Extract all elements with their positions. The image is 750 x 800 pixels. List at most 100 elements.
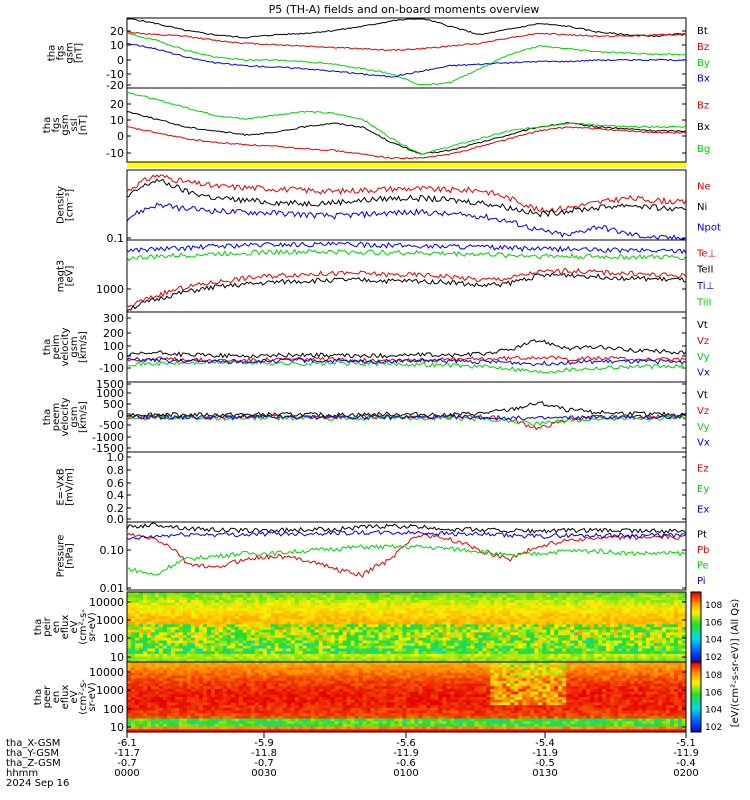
heatmap-cell: [546, 621, 551, 625]
heatmap-cell: [210, 710, 216, 714]
heatmap-cell: [262, 656, 268, 660]
heatmap-cell: [166, 667, 172, 671]
heatmap-cell: [158, 723, 164, 727]
heatmap-cell: [374, 645, 379, 649]
heatmap-cell: [210, 608, 216, 612]
heatmap-cell: [278, 602, 284, 606]
heatmap-cell: [230, 707, 236, 711]
heatmap-cell: [254, 613, 260, 617]
heatmap-cell: [574, 597, 579, 601]
heatmap-cell: [378, 629, 383, 633]
heatmap-cell: [422, 651, 427, 655]
heatmap-cell: [127, 632, 132, 636]
heatmap-cell: [538, 653, 543, 657]
heatmap-cell: [378, 602, 383, 606]
heatmap-cell: [186, 713, 192, 717]
heatmap-cell: [274, 592, 280, 596]
heatmap-cell: [418, 608, 423, 612]
heatmap-cell: [658, 602, 663, 606]
heatmap-cell: [290, 694, 296, 698]
heatmap-cell: [626, 592, 631, 596]
heatmap-cell: [546, 618, 551, 622]
heatmap-cell: [674, 600, 679, 604]
heatmap-cell: [170, 678, 176, 682]
heatmap-cell: [602, 659, 607, 663]
heatmap-cell: [530, 637, 535, 641]
heatmap-cell: [250, 637, 256, 641]
heatmap-cell: [194, 592, 200, 596]
heatmap-cell: [502, 632, 507, 636]
series-temperature-3: [126, 248, 687, 262]
heatmap-cell: [426, 613, 431, 617]
heatmap-cell: [482, 653, 487, 657]
heatmap-cell: [478, 643, 483, 647]
heatmap-cell: [478, 624, 483, 628]
heatmap-cell: [358, 594, 363, 598]
heatmap-cell: [250, 678, 256, 682]
heatmap-cell: [154, 613, 160, 617]
heatmap-cell: [494, 605, 499, 609]
heatmap-cell: [246, 721, 252, 725]
heatmap-cell: [650, 629, 655, 633]
heatmap-cell: [198, 632, 204, 636]
heatmap-cell: [586, 648, 591, 652]
heatmap-cell: [282, 694, 288, 698]
heatmap-cell: [546, 627, 551, 631]
heatmap-cell: [166, 594, 172, 598]
heatmap-cell: [254, 707, 260, 711]
heatmap-cell: [178, 723, 184, 727]
heatmap-cell: [294, 707, 300, 711]
heatmap-cell: [290, 678, 296, 682]
heatmap-cell: [410, 613, 415, 617]
heatmap-cell: [586, 651, 591, 655]
heatmap-cell: [586, 632, 591, 636]
heatmap-cell: [474, 602, 479, 606]
heatmap-cell: [346, 637, 351, 641]
heatmap-cell: [242, 686, 248, 690]
heatmap-cell: [286, 608, 292, 612]
ylabel-line: fgs: [51, 117, 62, 132]
heatmap-cell: [654, 627, 659, 631]
heatmap-cell: [394, 613, 399, 617]
heatmap-cell: [510, 648, 515, 652]
heatmap-cell: [502, 637, 507, 641]
heatmap-cell: [286, 686, 292, 690]
heatmap-cell: [262, 597, 268, 601]
heatmap-cell: [402, 605, 407, 609]
heatmap-cell: [390, 627, 395, 631]
heatmap-cell: [642, 605, 647, 609]
heatmap-cell: [166, 637, 172, 641]
heatmap-cell: [538, 610, 543, 614]
heatmap-cell: [202, 688, 208, 692]
ylabel-line: [cm⁻³]: [65, 189, 76, 221]
heatmap-cell: [147, 726, 152, 730]
heatmap-cell: [147, 721, 152, 725]
heatmap-cell: [650, 648, 655, 652]
heatmap-cell: [254, 691, 260, 695]
heatmap-cell: [602, 648, 607, 652]
heatmap-cell: [642, 613, 647, 617]
heatmap-cell: [578, 659, 583, 663]
heatmap-cell: [198, 640, 204, 644]
heatmap-cell: [198, 718, 204, 722]
heatmap-cell: [378, 659, 383, 663]
heatmap-cell: [226, 683, 232, 687]
heatmap-cell: [438, 648, 443, 652]
heatmap-cell: [354, 632, 359, 636]
heatmap-cell: [151, 645, 156, 649]
heatmap-cell: [242, 667, 248, 671]
heatmap-cell: [230, 729, 236, 733]
heatmap-cell: [446, 653, 451, 657]
heatmap-cell: [310, 616, 316, 620]
ytick-label: 0.6: [107, 477, 125, 490]
heatmap-cell: [638, 656, 643, 660]
heatmap-cell: [478, 613, 483, 617]
heatmap-cell: [426, 610, 431, 614]
heatmap-cell: [570, 651, 575, 655]
heatmap-cell: [238, 702, 244, 706]
heatmap-cell: [190, 627, 196, 631]
heatmap-cell: [414, 618, 419, 622]
heatmap-cell: [242, 710, 248, 714]
heatmap-cell: [143, 702, 148, 706]
heatmap-cell: [246, 680, 252, 684]
